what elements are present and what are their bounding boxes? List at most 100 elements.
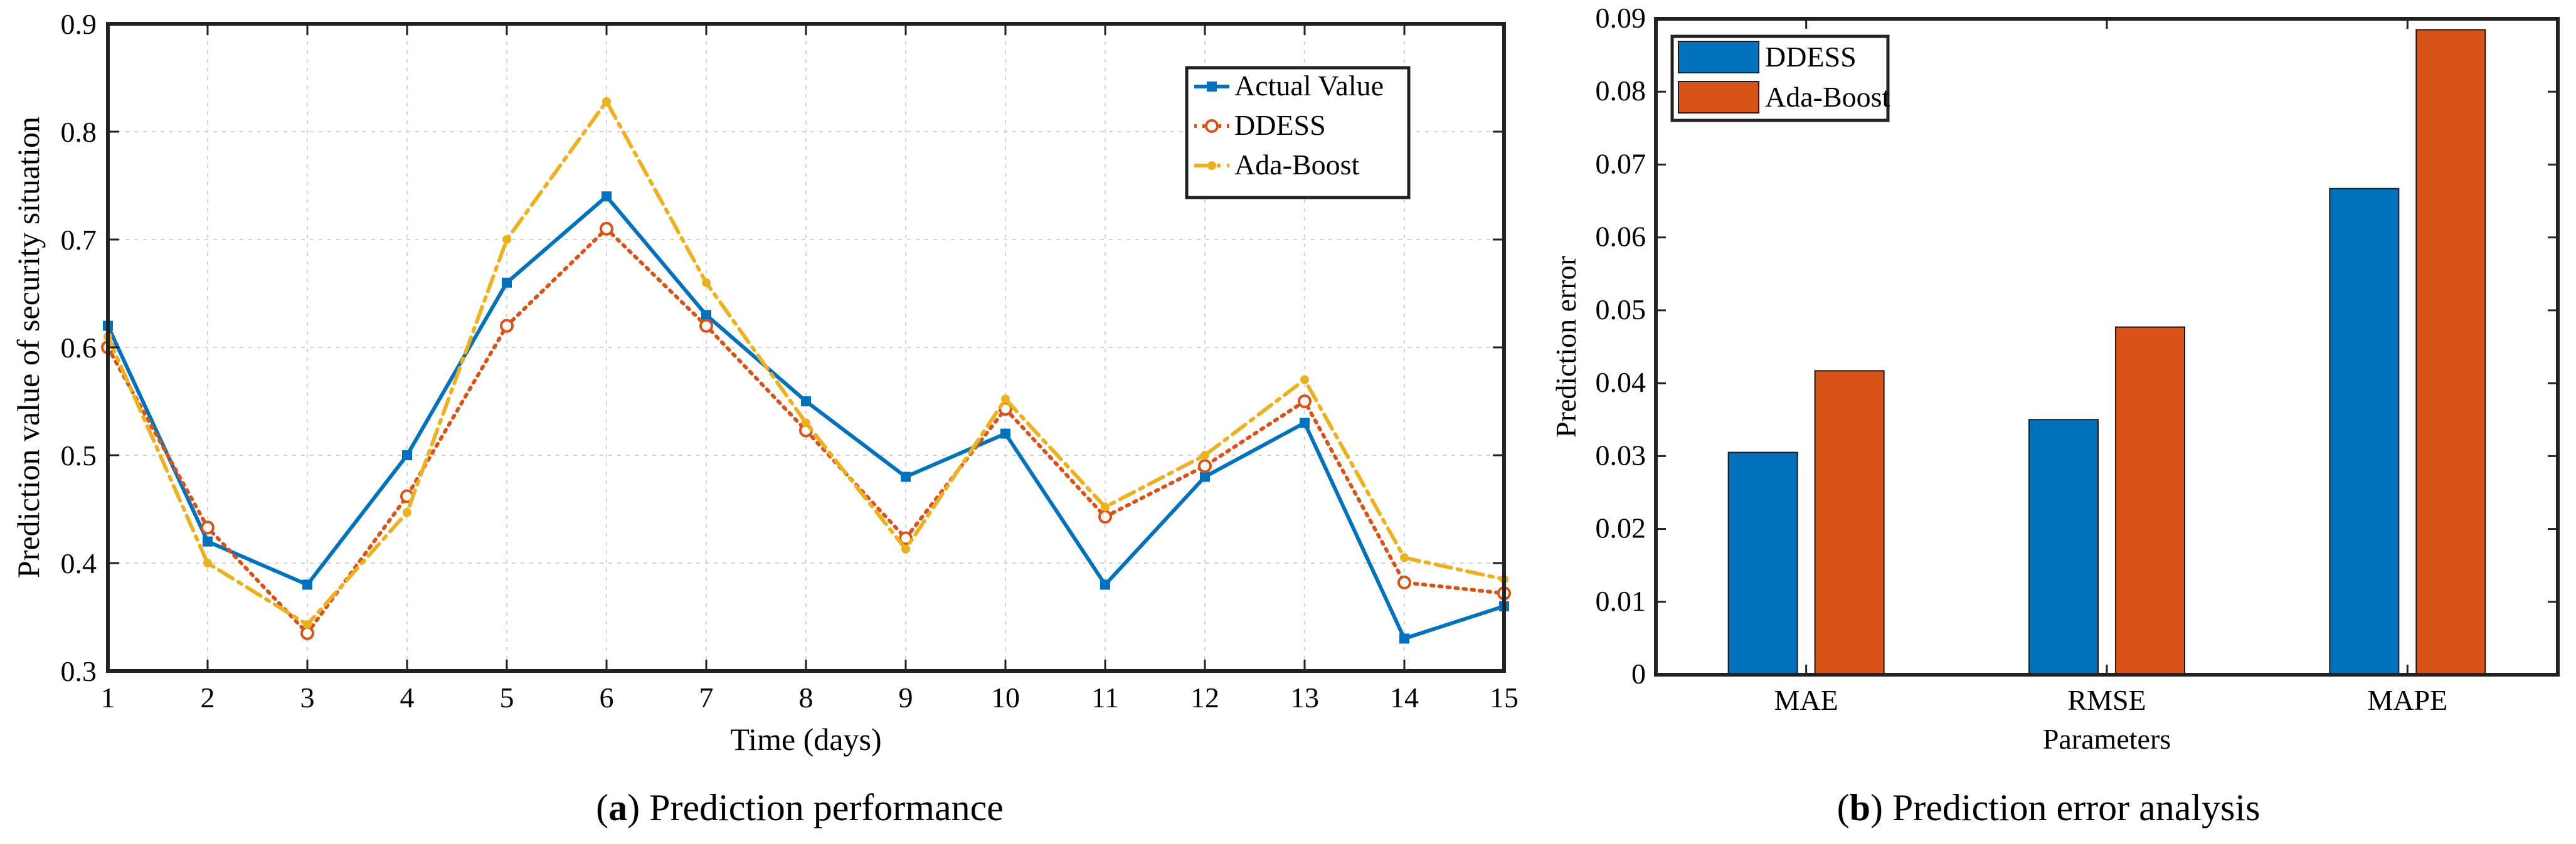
- data-point-ada-boost: [1001, 394, 1010, 404]
- chart-b-caption-paren-close: ): [1870, 787, 1892, 828]
- chart-a-x-tick-label: 1: [101, 682, 115, 714]
- data-point-ada-boost: [901, 544, 910, 554]
- chart-b-bars: [1727, 29, 2486, 675]
- series-ada-boost: [103, 97, 1508, 630]
- chart-a-x-tick-label: 8: [799, 682, 814, 714]
- legend-marker: [1207, 82, 1217, 92]
- data-point-actual-value: [302, 579, 312, 590]
- chart-a-x-tick-label: 14: [1390, 682, 1419, 714]
- data-point-ddess: [1098, 510, 1112, 524]
- legend-label-actual-value: Actual Value: [1234, 70, 1384, 102]
- data-point-ddess: [201, 520, 215, 535]
- chart-a-caption-paren-close: ): [627, 787, 649, 828]
- chart-a-x-tick-label: 12: [1190, 682, 1219, 714]
- chart-a-y-tick-label: 0.8: [61, 116, 97, 148]
- chart-a-x-axis-label: Time (days): [730, 722, 881, 757]
- data-point-ddess: [1298, 394, 1312, 408]
- data-point-ddess: [699, 319, 713, 333]
- data-point-ada-boost: [203, 559, 212, 567]
- legend-label-ddess: DDESS: [1234, 109, 1326, 141]
- data-point-ada-boost: [502, 235, 511, 244]
- legend-label-ddess: DDESS: [1765, 41, 1857, 73]
- data-point-actual-value: [1000, 428, 1010, 439]
- chart-a-x-tick-label: 3: [300, 682, 315, 714]
- chart-b-y-tick-label: 0.02: [1596, 512, 1646, 544]
- legend-item-ddess: DDESS: [1678, 41, 1857, 73]
- data-point-actual-value: [1100, 579, 1110, 590]
- chart-a-caption-label: a: [608, 787, 627, 828]
- chart-b-y-tick-label: 0.04: [1596, 366, 1646, 398]
- chart-a-y-tick-label: 0.6: [61, 332, 97, 364]
- data-point-actual-value: [502, 277, 512, 288]
- chart-b-legend: DDESS Ada-Boost: [1670, 34, 1890, 122]
- data-point-actual-value: [1399, 633, 1409, 644]
- chart-a-x-tick-label: 10: [991, 682, 1020, 714]
- chart-a-x-tick-label: 9: [899, 682, 913, 714]
- data-point-ddess: [300, 626, 314, 640]
- chart-b-y-tick-label: 0.08: [1596, 75, 1646, 107]
- chart-b-caption-text: Prediction error analysis: [1892, 787, 2261, 828]
- series-actual-value: [103, 191, 1509, 644]
- bar-ada-boost-mae: [1814, 370, 1885, 675]
- chart-a-caption-paren-open: (: [596, 787, 608, 828]
- data-point-ada-boost: [1400, 553, 1409, 562]
- chart-a-y-axis-label: Prediction value of security situation: [11, 117, 46, 578]
- chart-b-y-tick-label: 0.09: [1596, 2, 1646, 34]
- legend-marker: [1205, 119, 1219, 133]
- legend-marker: [1207, 161, 1216, 170]
- chart-b-y-tick-label: 0.06: [1596, 221, 1646, 253]
- chart-b-x-tick-label: RMSE: [2067, 684, 2146, 716]
- data-point-ada-boost: [702, 278, 711, 287]
- chart-b-ticks: 0 0.01 0.02 0.03 0.04 0.05 0.06 0.07 0.08 0.09 MAE…: [1596, 2, 2558, 716]
- chart-a-x-tick-label: 7: [699, 682, 714, 714]
- legend-item-ada-boost: Ada-Boost: [1194, 149, 1360, 181]
- chart-a-caption-text: Prediction performance: [649, 787, 1004, 828]
- chart-a-x-tick-label: 4: [400, 682, 415, 714]
- chart-a-x-tick-label: 13: [1290, 682, 1319, 714]
- data-point-ddess: [500, 319, 514, 333]
- chart-b-y-tick-label: 0: [1631, 658, 1646, 690]
- legend-item-ada-boost: Ada-Boost: [1678, 81, 1890, 113]
- data-point-actual-value: [701, 310, 711, 320]
- data-point-ada-boost: [1300, 375, 1309, 384]
- legend-swatch-ada-boost: [1678, 81, 1759, 113]
- data-point-ddess: [600, 221, 613, 236]
- chart-b-x-tick-label: MAPE: [2367, 684, 2447, 716]
- chart-a-ticks: 1 2 3 4 5 6 7 8 9 10 11 12 13 14 150.30.40.50.60.70.80…: [61, 8, 1519, 714]
- chart-a-series: [101, 97, 1511, 644]
- data-point-actual-value: [1200, 472, 1210, 482]
- chart-b-caption-label: b: [1850, 787, 1870, 828]
- chart-a-legend: Actual Value DDESS Ada-Boost: [1185, 66, 1411, 199]
- data-point-actual-value: [402, 450, 412, 460]
- chart-b-y-tick-label: 0.01: [1596, 585, 1646, 617]
- bar-ada-boost-rmse: [2115, 326, 2185, 675]
- chart-a-y-tick-label: 0.4: [61, 547, 97, 579]
- chart-b-y-tick-label: 0.03: [1596, 439, 1646, 471]
- data-point-actual-value: [901, 472, 911, 482]
- chart-a-x-tick-label: 6: [600, 682, 614, 714]
- data-point-ddess: [1198, 459, 1212, 473]
- data-point-ada-boost: [802, 418, 810, 428]
- data-point-actual-value: [203, 536, 213, 547]
- chart-b-y-tick-label: 0.05: [1596, 293, 1646, 325]
- chart-a-x-tick-label: 15: [1490, 682, 1519, 714]
- bar-ada-boost-mape: [2415, 29, 2486, 675]
- chart-b-x-axis-label: Parameters: [2043, 723, 2171, 755]
- bar-chart-prediction-error: 0 0.01 0.02 0.03 0.04 0.05 0.06 0.07 0.08 0.09 MAE…: [1550, 2, 2560, 828]
- chart-a-x-tick-label: 2: [201, 682, 215, 714]
- chart-a-y-tick-label: 0.7: [61, 224, 97, 256]
- bar-ddess-mae: [1727, 451, 1798, 675]
- chart-b-y-tick-label: 0.07: [1596, 147, 1646, 179]
- chart-a-y-tick-label: 0.5: [61, 440, 97, 472]
- data-point-ada-boost: [602, 97, 611, 106]
- data-point-ada-boost: [1201, 451, 1209, 460]
- data-point-ddess: [1397, 575, 1411, 589]
- data-point-ada-boost: [403, 508, 411, 517]
- data-point-ada-boost: [1101, 502, 1110, 512]
- chart-a-legend-box: [1185, 66, 1411, 199]
- data-point-ada-boost: [303, 620, 312, 630]
- data-point-actual-value: [1300, 418, 1310, 428]
- data-point-actual-value: [801, 396, 811, 406]
- chart-b-caption: (b) Prediction error analysis: [1837, 787, 2261, 828]
